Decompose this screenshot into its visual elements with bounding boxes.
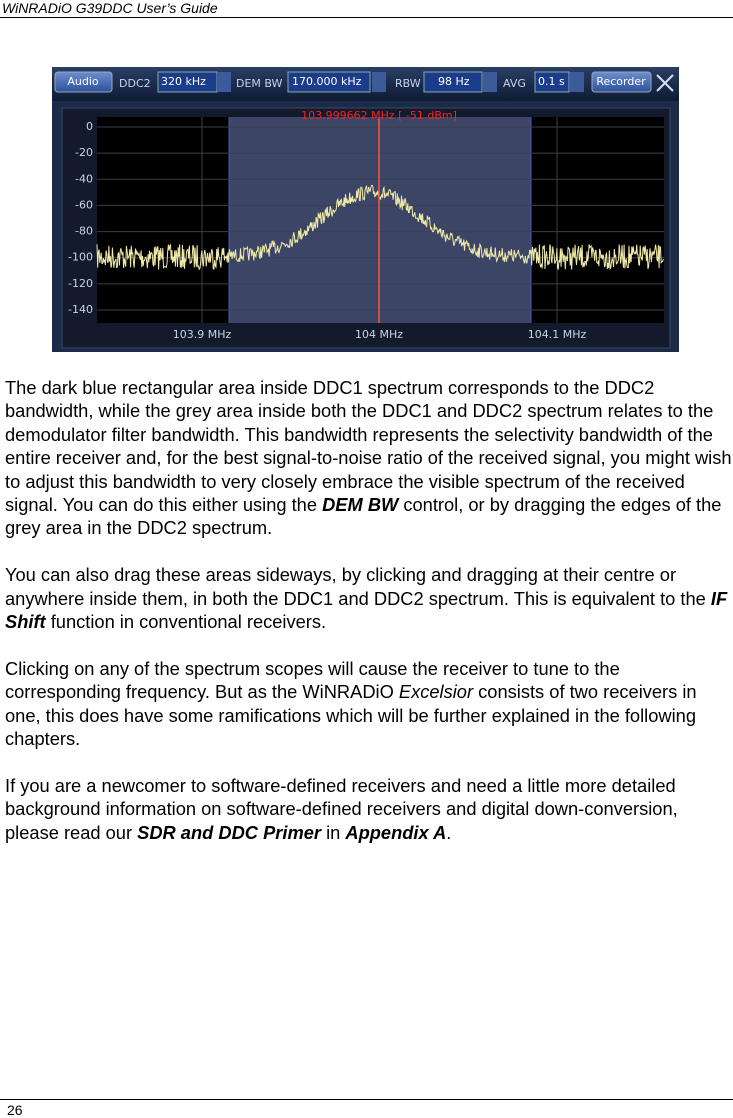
x-axis-label: 104.1 MHz <box>528 328 587 341</box>
dem-filter-area <box>229 117 531 323</box>
avg-dropdown[interactable] <box>534 71 570 93</box>
text-run: function in conventional receivers. <box>45 611 327 633</box>
rbw-value: 98 Hz <box>438 75 470 88</box>
text-run: . <box>446 821 452 843</box>
ddc2-label: DDC2 <box>119 77 151 90</box>
paragraph: Clicking on any of the spectrum scopes w… <box>5 657 733 751</box>
rbw-label: RBW <box>395 77 421 90</box>
text-run: The dark blue rectangular area inside DD… <box>5 377 732 516</box>
dropdown-arrow[interactable] <box>483 72 497 92</box>
text-run: DEM BW <box>322 494 399 516</box>
recorder-button[interactable] <box>591 71 652 93</box>
rbw-dropdown[interactable] <box>423 71 483 93</box>
settings-icon[interactable] <box>656 74 674 92</box>
frequency-readout: 103.999662 MHz [ -51 dBm] <box>301 109 457 122</box>
text-run: in <box>321 821 346 843</box>
audio-button[interactable] <box>54 71 113 93</box>
x-axis-label: 103.9 MHz <box>173 328 232 341</box>
text-run: If you are a newcomer to software-define… <box>5 774 678 843</box>
y-axis-label: -80 <box>75 225 93 238</box>
text-run: SDR and DDC Primer <box>137 821 321 843</box>
plot <box>96 117 664 323</box>
avg-value: 0.1 s <box>538 75 565 88</box>
text-run: Appendix A <box>345 821 447 843</box>
footer-rule <box>0 1099 733 1100</box>
spectrum-screenshot: Audio DDC2 320 kHz DEM BW 170.000 kHz RB… <box>52 67 679 352</box>
spectrum-trace <box>96 184 664 271</box>
page-number: 26 <box>7 1102 23 1118</box>
text-run: You can also drag these areas sideways, … <box>5 564 711 609</box>
dem-bw-dropdown[interactable] <box>287 71 371 93</box>
dropdown-arrow[interactable] <box>372 72 386 92</box>
dropdown-arrow[interactable] <box>217 72 231 92</box>
avg-label: AVG <box>503 77 526 90</box>
dropdown-arrow[interactable] <box>570 72 584 92</box>
y-axis-label: -100 <box>68 251 93 264</box>
text-run: Excelsior <box>398 681 474 703</box>
y-axis-label: -40 <box>75 172 93 185</box>
ddc2-value: 320 kHz <box>161 75 206 88</box>
text-run: IF Shift <box>5 587 728 633</box>
x-axis-label: 104 MHz <box>355 328 403 341</box>
body-text: The dark blue rectangular area inside DD… <box>5 376 733 867</box>
header-rule <box>0 17 733 18</box>
header-title: WiNRADiO G39DDC User’s Guide <box>2 0 218 16</box>
paragraph: You can also drag these areas sideways, … <box>5 563 733 633</box>
recorder-label: Recorder <box>596 75 646 88</box>
dem-bw-value: 170.000 kHz <box>292 75 362 88</box>
text-run: control, or by dragging the edges of the… <box>5 494 722 539</box>
y-axis-label: 0 <box>86 120 93 133</box>
dem-bw-label: DEM BW <box>236 77 283 90</box>
text-run: Clicking on any of the spectrum scopes w… <box>5 657 620 703</box>
y-axis-label: -60 <box>75 198 93 211</box>
paragraph: The dark blue rectangular area inside DD… <box>5 376 733 540</box>
text-run: consists of two receivers in one, this d… <box>5 681 697 750</box>
y-axis-label: -140 <box>68 303 93 316</box>
y-axis-label: -20 <box>75 146 93 159</box>
y-axis-label: -120 <box>68 277 93 290</box>
paragraph: If you are a newcomer to software-define… <box>5 774 733 844</box>
audio-label: Audio <box>67 75 99 88</box>
